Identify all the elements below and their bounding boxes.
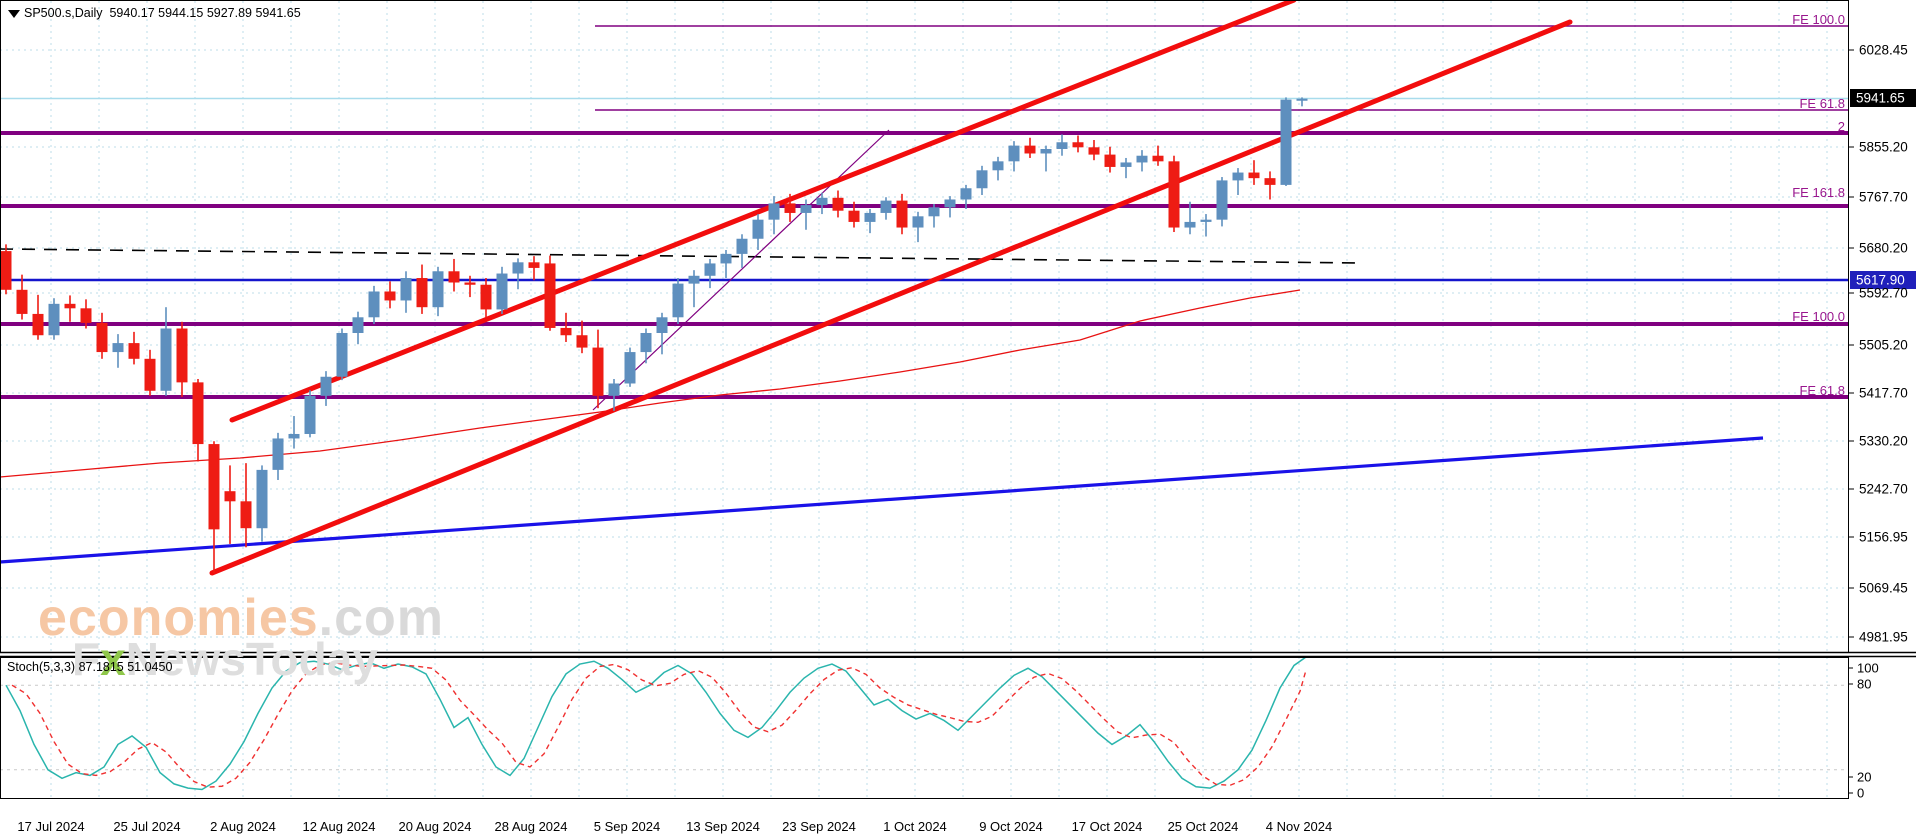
svg-text:5680.20: 5680.20: [1859, 241, 1908, 256]
svg-text:4 Nov 2024: 4 Nov 2024: [1266, 819, 1333, 834]
ohlc-low: 5927.89: [206, 6, 252, 20]
svg-text:FE 161.8: FE 161.8: [1792, 185, 1845, 200]
svg-text:6028.45: 6028.45: [1859, 43, 1908, 58]
svg-text:5941.65: 5941.65: [1856, 91, 1905, 106]
svg-text:25 Oct 2024: 25 Oct 2024: [1168, 819, 1239, 834]
svg-text:FE 61.8: FE 61.8: [1799, 383, 1845, 398]
svg-text:23 Sep 2024: 23 Sep 2024: [782, 819, 856, 834]
svg-text:5417.70: 5417.70: [1859, 386, 1908, 401]
svg-text:5 Sep 2024: 5 Sep 2024: [594, 819, 661, 834]
symbol-dropdown-icon[interactable]: [8, 10, 20, 18]
fib-anchor-trendline[interactable]: [592, 129, 890, 411]
svg-text:20 Aug 2024: 20 Aug 2024: [398, 819, 471, 834]
svg-text:5156.95: 5156.95: [1859, 530, 1908, 545]
svg-text:2 Aug 2024: 2 Aug 2024: [210, 819, 276, 834]
svg-text:4981.95: 4981.95: [1859, 630, 1908, 645]
svg-text:28 Aug 2024: 28 Aug 2024: [494, 819, 567, 834]
svg-text:9 Oct 2024: 9 Oct 2024: [979, 819, 1043, 834]
svg-text:5855.20: 5855.20: [1859, 140, 1908, 155]
svg-text:5617.90: 5617.90: [1856, 273, 1905, 288]
candlesticks: [0, 97, 1308, 574]
ohlc-close: 5941.65: [255, 6, 301, 20]
red-channel-lower-line[interactable]: [209, 19, 1573, 576]
svg-text:17 Oct 2024: 17 Oct 2024: [1072, 819, 1143, 834]
stochastic-curves: [5, 656, 1307, 791]
fibonacci-level-lines[interactable]: [0, 25, 1848, 399]
svg-text:25 Jul 2024: 25 Jul 2024: [113, 819, 180, 834]
ohlc-high: 5944.15: [158, 6, 204, 20]
svg-text:5069.45: 5069.45: [1859, 581, 1908, 596]
svg-text:2: 2: [1838, 119, 1845, 134]
svg-text:20: 20: [1857, 770, 1871, 785]
svg-text:5505.20: 5505.20: [1859, 338, 1908, 353]
date-axis[interactable]: 17 Jul 2024 25 Jul 2024 2 Aug 2024 12 Aug 2…: [17, 819, 1332, 834]
svg-text:FE 100.0: FE 100.0: [1792, 309, 1845, 324]
svg-text:0: 0: [1857, 786, 1864, 801]
svg-text:5767.70: 5767.70: [1859, 190, 1908, 205]
ohlc-open: 5940.17: [109, 6, 155, 20]
svg-text:13 Sep 2024: 13 Sep 2024: [686, 819, 760, 834]
svg-text:FE 100.0: FE 100.0: [1792, 12, 1845, 27]
watermark-fxnewstoday: FxNewsToday: [72, 633, 378, 685]
svg-text:100: 100: [1857, 661, 1879, 676]
svg-text:5330.20: 5330.20: [1859, 434, 1908, 449]
svg-text:80: 80: [1857, 677, 1871, 692]
svg-text:5592.70: 5592.70: [1859, 286, 1908, 301]
symbol-ohlc-title: SP500.s,Daily 5940.17 5944.15 5927.89 59…: [24, 6, 301, 20]
svg-text:FE 61.8: FE 61.8: [1799, 96, 1845, 111]
watermark-economies: economies.com: [38, 589, 445, 647]
svg-text:12 Aug 2024: 12 Aug 2024: [302, 819, 375, 834]
resistance-dashed-line[interactable]: [0, 248, 1361, 264]
red-channel-upper-line[interactable]: [229, 0, 1297, 423]
price-axis[interactable]: 6028.45 5941.65 5855.20 5767.70 5680.20 5617.…: [1848, 43, 1916, 645]
moving-average-line: [0, 289, 1301, 478]
fibonacci-labels: FE 100.0 FE 61.8 2 FE 161.8 FE 100.0 FE 61.8: [1792, 12, 1845, 398]
svg-text:17 Jul 2024: 17 Jul 2024: [17, 819, 84, 834]
panel-borders: [0, 0, 1916, 799]
svg-text:5242.70: 5242.70: [1859, 482, 1908, 497]
svg-text:1 Oct 2024: 1 Oct 2024: [883, 819, 947, 834]
stochastic-indicator-label: Stoch(5,3,3) 87.1815 51.0450: [7, 660, 173, 674]
